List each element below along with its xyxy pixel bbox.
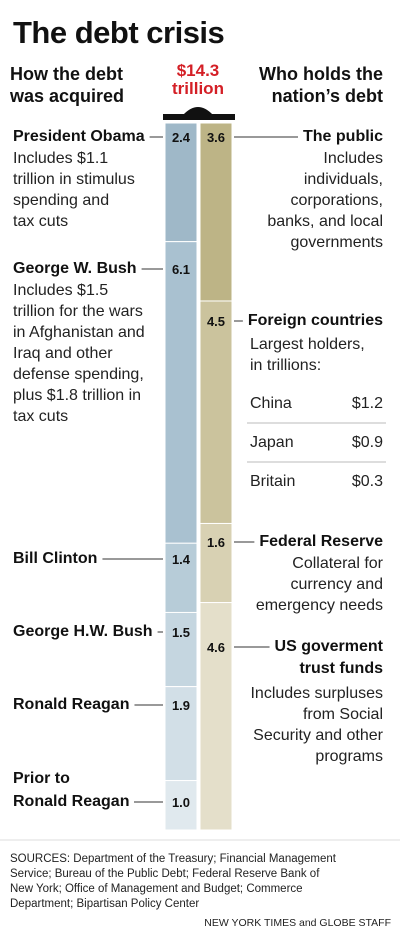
- foreign-holder-country: Britain: [250, 473, 295, 490]
- right-segment-label: Federal Reserve: [259, 533, 383, 550]
- left-segment-note: plus $1.8 trillion in: [13, 387, 141, 404]
- left-segment-note: trillion for the wars: [13, 303, 143, 320]
- right-segment-note: Largest holders,: [250, 336, 365, 353]
- foreign-holder-amount: $1.2: [352, 395, 383, 412]
- left-segment-note: tax cuts: [13, 213, 68, 230]
- total-amount: $14.3: [177, 61, 220, 80]
- page-title: The debt crisis: [13, 15, 224, 50]
- left-segment-note: trillion in stimulus: [13, 171, 135, 188]
- bar-cap: [183, 107, 213, 115]
- right-segment-label: trust funds: [299, 660, 383, 677]
- left-segment-value: 6.1: [172, 262, 190, 277]
- left-column-heading: How the debt: [10, 64, 123, 84]
- left-segment-label: Prior to: [13, 770, 70, 787]
- left-segment-note: defense spending,: [13, 366, 144, 383]
- right-segment-note: governments: [291, 234, 384, 251]
- right-segment-note: programs: [315, 748, 383, 765]
- left-segment-note: in Afghanistan and: [13, 324, 145, 341]
- foreign-holder-amount: $0.3: [352, 473, 383, 490]
- left-segment-note: tax cuts: [13, 408, 68, 425]
- right-bar-segment: [199, 602, 233, 831]
- left-bar-segment: [164, 241, 198, 544]
- sources-line: New York; Office of Management and Budge…: [10, 883, 303, 895]
- left-bar-segment: [164, 611, 198, 688]
- foreign-holder-country: Japan: [250, 434, 294, 451]
- left-segment-note: Includes $1.1: [13, 150, 108, 167]
- right-column-heading: Who holds the: [259, 64, 383, 84]
- left-segment-value: 1.5: [172, 625, 190, 640]
- left-segment-label: Ronald Reagan: [13, 696, 129, 713]
- right-segment-note: Collateral for: [292, 555, 383, 572]
- right-segment-label: Foreign countries: [248, 312, 383, 329]
- right-segment-label: The public: [303, 128, 383, 145]
- left-segment-label: President Obama: [13, 128, 145, 145]
- right-segment-value: 4.5: [207, 314, 225, 329]
- left-column-heading: was acquired: [9, 86, 124, 106]
- right-column-heading: nation’s debt: [272, 86, 383, 106]
- sources-line: SOURCES: Department of the Treasury; Fin…: [10, 853, 337, 865]
- left-segment-note: Includes $1.5: [13, 282, 108, 299]
- credit-line: NEW YORK TIMES and GLOBE STAFF: [204, 917, 391, 929]
- right-segment-note: Security and other: [253, 727, 384, 744]
- left-segment-label: George W. Bush: [13, 260, 137, 277]
- bar-cap-base: [163, 114, 235, 120]
- left-segment-note: spending and: [13, 192, 109, 209]
- right-segment-label: US goverment: [275, 638, 384, 655]
- left-bar-segment: [164, 122, 198, 243]
- right-segment-value: 4.6: [207, 640, 225, 655]
- right-segment-note: Includes surpluses: [250, 685, 383, 702]
- right-segment-note: from Social: [303, 706, 383, 723]
- left-segment-value: 1.4: [172, 552, 191, 567]
- left-bar-segment: [164, 780, 198, 831]
- right-segment-note: individuals,: [304, 171, 383, 188]
- right-segment-value: 3.6: [207, 130, 225, 145]
- right-segment-note: banks, and local: [267, 213, 383, 230]
- total-unit: trillion: [172, 79, 224, 98]
- sources-line: Service; Bureau of the Public Debt; Fede…: [10, 868, 320, 880]
- left-segment-value: 1.0: [172, 795, 190, 810]
- left-bar-segment: [164, 542, 198, 613]
- left-segment-value: 2.4: [172, 130, 191, 145]
- foreign-holder-amount: $0.9: [352, 434, 383, 451]
- left-segment-note: Iraq and other: [13, 345, 113, 362]
- right-bar-segment: [199, 300, 233, 524]
- sources-line: Department; Bipartisan Policy Center: [10, 898, 199, 910]
- right-segment-value: 1.6: [207, 535, 225, 550]
- foreign-holder-country: China: [250, 395, 292, 412]
- right-bar-segment: [199, 122, 233, 302]
- left-bar-segment: [164, 686, 198, 782]
- left-segment-label: Bill Clinton: [13, 550, 97, 567]
- right-segment-note: in trillions:: [250, 357, 321, 374]
- left-segment-label: George H.W. Bush: [13, 623, 153, 640]
- right-segment-note: Includes: [323, 150, 383, 167]
- right-segment-note: corporations,: [291, 192, 384, 209]
- right-segment-note: emergency needs: [256, 597, 383, 614]
- left-segment-label: Ronald Reagan: [13, 793, 129, 810]
- right-segment-note: currency and: [291, 576, 384, 593]
- left-segment-value: 1.9: [172, 698, 190, 713]
